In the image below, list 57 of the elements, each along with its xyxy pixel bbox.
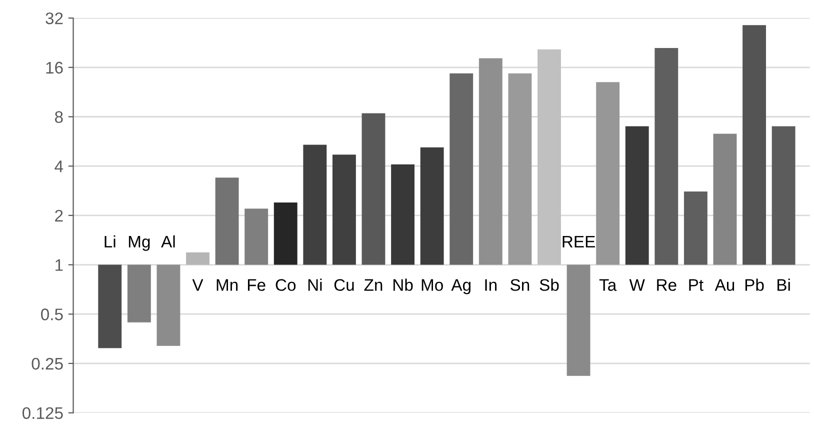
bar	[127, 264, 151, 322]
x-tick-label: Ag	[451, 279, 470, 294]
x-tick-label: Pt	[689, 279, 704, 291]
bar	[156, 264, 180, 346]
y-tick-label: 0.25	[32, 358, 63, 370]
x-tick-label: V	[192, 279, 204, 291]
x-tick-label: REE	[562, 236, 595, 248]
x-tick-label: Bi	[778, 278, 790, 291]
bar	[362, 113, 386, 265]
x-tick-label: Ta	[599, 279, 617, 291]
y-tick-label: 32	[46, 12, 63, 24]
x-tick-label: Pb	[745, 278, 764, 291]
x-tick-label: Mg	[128, 236, 150, 251]
x-tick-label: Al	[161, 235, 175, 248]
bar	[713, 134, 737, 265]
x-tick-label: Mo	[422, 279, 443, 291]
bar	[450, 73, 474, 265]
y-tick-label: 0.5	[41, 308, 63, 320]
x-tick-label: Nb	[394, 278, 413, 291]
bar	[508, 73, 532, 265]
bar	[420, 147, 444, 265]
bar	[303, 144, 327, 265]
x-tick-label: Cu	[334, 279, 354, 291]
bar	[742, 25, 766, 265]
bar	[684, 191, 708, 265]
bar	[596, 82, 620, 265]
y-tick-label: 16	[46, 62, 63, 74]
bar	[274, 202, 298, 265]
x-tick-label: Sb	[540, 278, 559, 291]
x-tick-label: In	[485, 279, 497, 291]
bar	[566, 264, 590, 376]
x-tick-label: Au	[714, 279, 734, 291]
y-tick-label: 2	[55, 210, 63, 222]
bar	[654, 48, 678, 265]
bar	[186, 252, 210, 265]
y-tick-label: 1	[56, 259, 63, 271]
bar	[625, 126, 649, 265]
x-tick-label: Li	[104, 235, 116, 248]
x-tick-label: Sn	[510, 279, 530, 291]
x-tick-label: Co	[276, 279, 296, 291]
x-tick-label: Fe	[248, 279, 266, 291]
y-tick-label: 4	[54, 160, 64, 172]
x-tick-label: Mn	[216, 279, 238, 291]
x-tick-label: W	[629, 279, 645, 291]
bar	[244, 208, 268, 265]
y-tick-label: 8	[54, 111, 63, 123]
bar	[215, 178, 239, 265]
bar	[772, 126, 796, 265]
y-tick-label: 0.125	[22, 407, 63, 420]
x-tick-label: Zn	[364, 279, 382, 291]
x-tick-label: Re	[657, 279, 676, 291]
x-tick-label: Ni	[308, 278, 322, 291]
bar	[478, 58, 502, 265]
bar	[391, 164, 414, 265]
bar	[98, 264, 122, 348]
bar	[538, 49, 561, 265]
bar	[332, 154, 356, 265]
